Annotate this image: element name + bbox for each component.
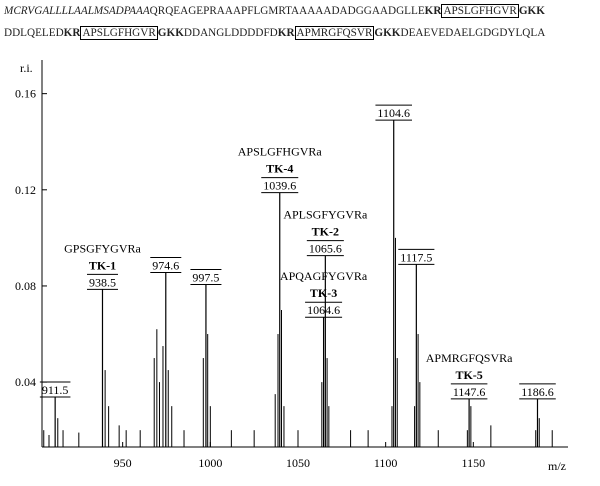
- peak-tag: TK-2: [312, 225, 339, 239]
- peak-peptide: APQAGFYGVRa: [280, 269, 368, 283]
- x-axis-label: m/z: [548, 459, 566, 473]
- peak-label: 974.6: [152, 258, 179, 272]
- x-tick-label: 1000: [198, 456, 222, 470]
- y-tick-label: 0.04: [15, 375, 36, 389]
- peak-label: 997.5: [192, 271, 219, 285]
- peak-label: 1147.6: [453, 385, 486, 399]
- sequence-segment: QRQEAGEPRAAAPFLGMRTAAAAADADGGAADGLLE: [149, 5, 425, 17]
- peak-label: 1064.6: [307, 303, 340, 317]
- y-tick-label: 0.12: [15, 183, 36, 197]
- sequence-segment: KR: [277, 27, 295, 39]
- peak-peptide: GPSGFYGVRa: [64, 241, 141, 255]
- peak-peptide: APLSGFYGVRa: [283, 208, 368, 222]
- peak-tag: TK-4: [266, 162, 293, 176]
- sequence-segment: APMRGFQSVR: [294, 26, 375, 40]
- sequence-segment: GKK: [157, 27, 184, 39]
- sequence-segment: DEAEVEDAELGDGDYLQLA: [400, 27, 546, 39]
- peak-label: 1104.6: [377, 106, 410, 120]
- y-tick-label: 0.16: [15, 87, 36, 101]
- peak-tag: TK-5: [455, 368, 482, 382]
- sequence-segment: MCRVGALLLLAALMSADPAAA: [4, 5, 150, 17]
- sequence-segment: APSLGFHGVR: [441, 4, 519, 18]
- peak-label: 911.5: [42, 383, 69, 397]
- peak-label: 1065.6: [309, 242, 342, 256]
- sequence-line: DDLQELEDKR APSLGFHGVR GKKDDANGLDDDDFDKR APM…: [4, 22, 598, 44]
- peak-label: 1117.5: [400, 250, 432, 264]
- x-tick-label: 950: [114, 456, 132, 470]
- sequence-segment: KR: [424, 5, 442, 17]
- peak-tag: TK-1: [89, 258, 116, 272]
- x-tick-label: 1100: [374, 456, 398, 470]
- y-tick-label: 0.08: [15, 279, 36, 293]
- sequence: MCRVGALLLLAALMSADPAAAQRQEAGEPRAAAPFLGMRT…: [4, 0, 598, 44]
- sequence-segment: DDLQELED: [4, 27, 64, 39]
- x-tick-label: 1150: [462, 456, 486, 470]
- x-tick-label: 1050: [286, 456, 310, 470]
- sequence-line: MCRVGALLLLAALMSADPAAAQRQEAGEPRAAAPFLGMRT…: [4, 0, 598, 22]
- y-axis-label: r.i.: [20, 61, 33, 75]
- sequence-segment: GKK: [374, 27, 401, 39]
- peak-label: 938.5: [89, 275, 116, 289]
- sequence-segment: KR: [63, 27, 81, 39]
- sequence-segment: APSLGFHGVR: [80, 26, 158, 40]
- sequence-segment: GKK: [518, 5, 545, 17]
- peak-peptide: APMRGFQSVRa: [426, 351, 513, 365]
- sequence-segment: DDANGLDDDDFD: [183, 27, 278, 39]
- peak-peptide: APSLGFHGVRa: [238, 145, 323, 159]
- peak-label: 1186.6: [521, 385, 554, 399]
- peak-label: 1039.6: [263, 179, 296, 193]
- peak-tag: TK-3: [310, 286, 337, 300]
